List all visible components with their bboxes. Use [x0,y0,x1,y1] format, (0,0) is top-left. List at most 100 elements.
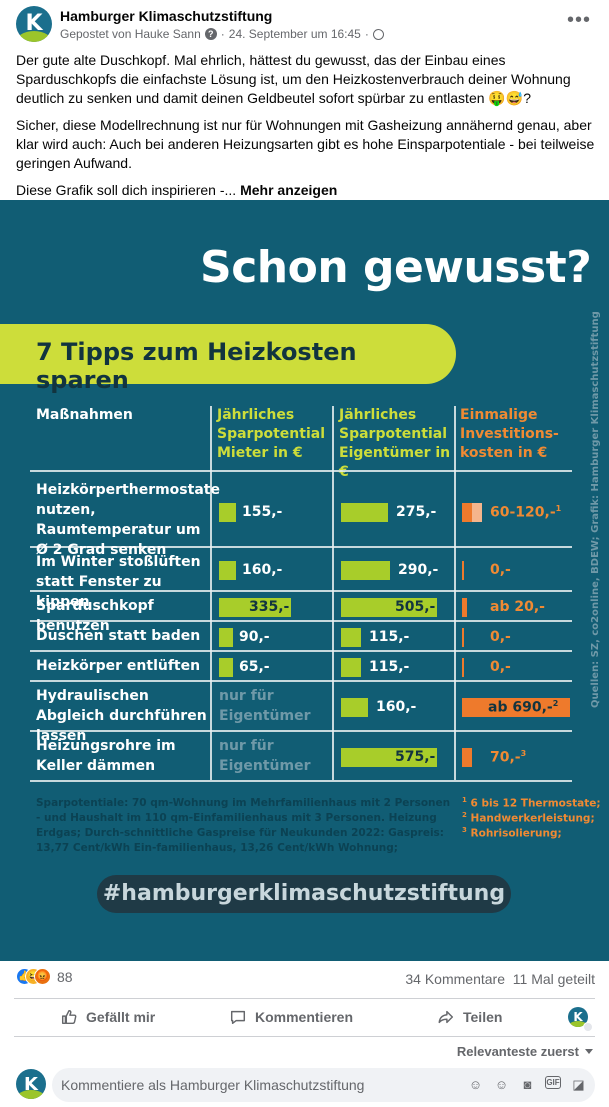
logo-leaf-icon [16,31,52,42]
post-as-avatar[interactable]: K [568,1007,588,1027]
share-button[interactable]: Teilen [437,1008,502,1026]
tenant-owner-only-note: nur für Eigentümer [219,688,311,724]
mini-logo-k-icon: K [573,1010,583,1024]
row-label: Duschen statt baden [36,628,201,644]
investment-cost-text: 60-120,- [490,504,556,521]
post-text: Der gute alte Duschkopf. Mal ehrlich, hä… [16,51,596,208]
commenter-avatar[interactable]: K [16,1069,46,1099]
investment-cost-value: 0,- [490,629,511,645]
owner-savings-bar [341,748,437,767]
graphic-title: Schon gewusst? [200,242,592,293]
commenter-logo-leaf-icon [16,1090,46,1099]
row-label: Heizkörperthermostate nutzen, Raumtemper… [36,482,220,558]
meta-separator-2: · [364,27,369,41]
meta-separator: · [220,27,225,41]
info-icon[interactable]: ? [204,28,217,40]
page-avatar[interactable]: K [16,6,52,42]
tenant-savings-value: 160,- [242,562,283,578]
emoji-icon[interactable]: ☺ [494,1077,509,1092]
sticker-icon[interactable]: ◪ [572,1076,585,1092]
investment-cost-value: 60-120,-1 [490,504,561,521]
header-invest: Einmalige Investitions-kosten in € [460,407,559,461]
page-name-link[interactable]: Hamburger Klimaschutzstiftung [60,8,273,24]
comment-sort-dropdown[interactable]: Relevanteste zuerst [457,1044,593,1059]
table-row-divider [30,780,572,782]
commenter-logo-k-icon: K [24,1073,38,1095]
graphic-banner-text: 7 Tipps zum Heizkosten sparen [36,338,357,394]
post-paragraph-1: Der gute alte Duschkopf. Mal ehrlich, hä… [16,52,571,106]
footnote-assumptions: Sparpotentiale: 70 qm-Wohnung im Mehrfam… [36,797,451,854]
investment-cost-value: ab 690,-2 [488,699,558,716]
owner-savings-bar [341,561,390,580]
owner-savings-value: 115,- [369,629,410,645]
owner-savings-bar [341,698,368,717]
table-row-divider [30,470,572,472]
footnote-item: 3 Rohrisolierung; [462,823,562,842]
reactions-summary[interactable]: 👍 😆 😡 88 [16,968,73,985]
angry-icon: 😡 [34,968,51,985]
graphic-source: Quellen: SZ, co2online, BDEW; Grafik: Ha… [590,311,601,708]
infographic-image[interactable]: Schon gewusst? 7 Tipps zum Heizkosten sp… [0,200,609,961]
owner-savings-bar [341,658,361,677]
investment-cost-text: 70,- [490,749,521,766]
like-button-label: Gefällt mir [86,1009,156,1025]
investment-cost-bar [462,658,464,677]
table-row-divider [30,680,572,682]
tenant-savings-bar [219,503,236,522]
shares-count-link[interactable]: 11 Mal geteilt [512,971,595,987]
comment-icon [230,1010,246,1025]
avatar-sticker-icon[interactable]: ☺ [468,1077,483,1092]
share-button-label: Teilen [463,1009,503,1025]
tenant-savings-bar [219,658,233,677]
comment-sort-label: Relevanteste zuerst [456,1044,579,1059]
footnote-number: 2 [462,811,467,819]
footnote-number: 3 [462,826,467,834]
footnote-text: Handwerkerleistung; [466,812,595,825]
divider-top [14,998,595,999]
post-as-caret-icon[interactable] [583,1022,593,1032]
graphic-banner: 7 Tipps zum Heizkosten sparen [0,324,456,394]
table-row-divider [30,546,572,548]
reaction-count[interactable]: 88 [57,968,73,985]
footnote-text: 6 bis 12 Thermostate; [466,797,601,810]
investment-cost-value: ab 20,- [490,599,545,615]
owner-savings-value: 160,- [376,699,417,715]
tenant-savings-value: 65,- [239,659,270,675]
share-icon [438,1010,454,1024]
table-column-divider [332,406,334,780]
post-paragraph-3: Diese Grafik soll dich inspirieren -... … [16,181,596,200]
investment-cost-range-bar [472,503,482,522]
owner-savings-bar [341,628,361,647]
footnote-text: Rohrisolierung; [466,827,562,840]
investment-cost-text: ab 20,- [490,599,545,615]
investment-footnote-marker: 2 [552,699,559,708]
see-more-link[interactable]: Mehr anzeigen [240,182,338,198]
investment-cost-bar [462,598,467,617]
post-header: K Hamburger Klimaschutzstiftung Gepostet… [0,0,609,52]
owner-savings-value: 575,- [395,749,436,765]
post-truncated-text: Diese Grafik soll dich inspirieren -... [16,182,237,198]
header-measures: Maßnahmen [36,407,133,423]
row-label: Sparduschkopf benutzen [36,598,154,634]
comment-input[interactable]: Kommentiere als Hamburger Klimaschutzsti… [52,1068,595,1102]
tenant-savings-value: 335,- [249,599,290,615]
investment-cost-bar [462,628,464,647]
camera-icon[interactable]: ◙ [523,1077,532,1092]
posted-by[interactable]: Gepostet von Hauke Sann [60,27,201,41]
gif-icon[interactable]: GIF [545,1076,561,1089]
footnote-number: 1 [462,796,467,804]
row-label: Heizkörper entlüften [36,658,201,674]
comment-button[interactable]: Kommentieren [229,1008,353,1026]
tenant-owner-only-note: nur für Eigentümer [219,738,311,774]
action-bar: Gefällt mir Kommentieren Teilen [0,1000,609,1036]
row-label: Hydraulischen Abgleich durchführen lasse… [36,688,207,744]
divider-bottom [14,1036,595,1037]
chevron-down-icon [585,1049,593,1054]
table-column-divider [454,406,456,780]
comments-count-link[interactable]: 34 Kommentare [405,971,505,987]
owner-savings-value: 290,- [398,562,439,578]
post-date-link[interactable]: 24. September um 16:45 [228,27,361,41]
like-button[interactable]: Gefällt mir [60,1008,155,1026]
more-options-button[interactable]: ••• [566,9,591,31]
investment-cost-bar [462,748,472,767]
